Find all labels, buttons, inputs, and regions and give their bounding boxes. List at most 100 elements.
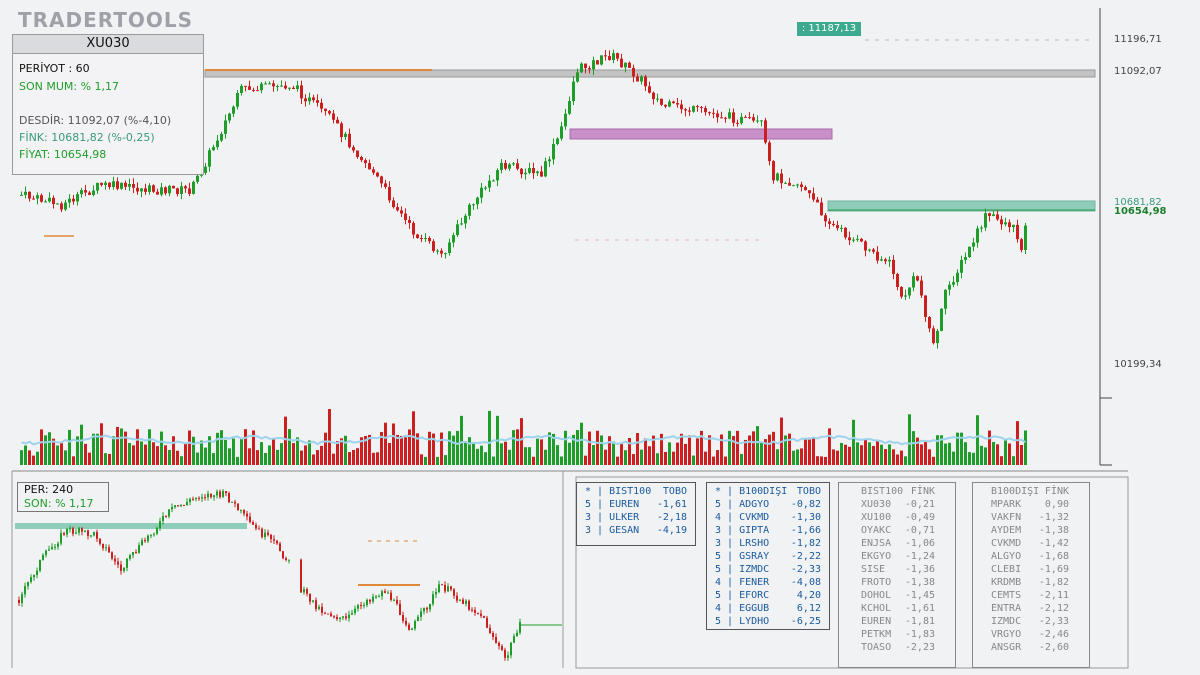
table-row[interactable]: IZMDC -2,33 (973, 615, 1089, 628)
volume-bar (944, 443, 947, 465)
table-row[interactable]: PETKM -1,83 (839, 628, 955, 641)
symbol-cell: VRGYO (991, 629, 1022, 640)
candle-body (840, 227, 843, 229)
volume-bar (412, 411, 415, 465)
symbol-cell: EUREN (861, 616, 892, 627)
table-row[interactable]: 5 | LYDHO -6,25 (707, 615, 829, 628)
table-row[interactable]: 5 | IZMDC -2,33 (707, 563, 829, 576)
candle-body (552, 144, 555, 160)
candle-body (740, 116, 743, 124)
table-row[interactable]: DOHOL -1,45 (839, 589, 955, 602)
volume-bar (200, 440, 203, 465)
candle-body (440, 250, 443, 254)
table-row[interactable]: MPARK 0,90 (973, 498, 1089, 511)
volume-bar (380, 432, 383, 465)
mini-candle-body (18, 600, 20, 603)
table-row[interactable]: 3 | ULKER -2,18 (577, 511, 695, 524)
table-row[interactable]: 5 | EUREN -1,61 (577, 498, 695, 511)
mini-candle-body (21, 594, 23, 603)
volume-bar (528, 447, 531, 465)
table-row[interactable]: KCHOL -1,61 (839, 602, 955, 615)
symbol-cell: DOHOL (861, 590, 892, 601)
mini-candle-body (99, 538, 101, 544)
candle-body (796, 184, 799, 186)
volume-bar (572, 434, 575, 465)
table-row[interactable]: VAKFN -1,32 (973, 511, 1089, 524)
table-row[interactable]: 4 | EGGUB 6,12 (707, 602, 829, 615)
table-row[interactable]: KRDMB -1,82 (973, 576, 1089, 589)
mini-candle-body (393, 599, 395, 601)
table-row[interactable]: ALGYO -1,68 (973, 550, 1089, 563)
table-row[interactable]: CLEBI -1,69 (973, 563, 1089, 576)
symbol-cell: ENTRA (991, 603, 1022, 614)
candle-body (64, 202, 67, 210)
value-cell: -1,83 (904, 629, 935, 640)
candle-body (580, 63, 583, 73)
volume-bar (544, 449, 547, 465)
volume-bar (264, 452, 267, 465)
mini-candle-body (237, 503, 239, 511)
candle-body (988, 213, 991, 216)
candle-body (808, 190, 811, 194)
table-row[interactable]: 5 | EFORC 4,20 (707, 589, 829, 602)
mini-candle-body (222, 491, 224, 497)
table-row[interactable]: FROTO -1,38 (839, 576, 955, 589)
volume-bar (968, 452, 971, 465)
volume-bar (56, 445, 59, 465)
volume-bar (476, 448, 479, 465)
table-row[interactable]: EKGYO -1,24 (839, 550, 955, 563)
table-row[interactable]: 4 | CVKMD -1,30 (707, 511, 829, 524)
candle-body (384, 183, 387, 187)
value-cell: -1,61 (656, 499, 687, 510)
table-row[interactable]: CEMTS -2,11 (973, 589, 1089, 602)
mini-candle-body (45, 550, 47, 555)
table-row[interactable]: 3 | GIPTA -1,66 (707, 524, 829, 537)
table-row[interactable]: OYAKC -0,71 (839, 524, 955, 537)
table-row[interactable]: 4 | FENER -4,08 (707, 576, 829, 589)
mini-candle-body (111, 552, 113, 559)
mini-candle-body (282, 551, 284, 559)
table-row[interactable]: SISE -1,36 (839, 563, 955, 576)
candle-body (544, 161, 547, 177)
mini-candle-body (261, 528, 263, 538)
candle-body (400, 210, 403, 214)
mini-period-text: PER: 240 (24, 483, 74, 496)
table-row[interactable]: ENTRA -2,12 (973, 602, 1089, 615)
volume-bar (492, 456, 495, 465)
table-row[interactable]: XU100 -0,49 (839, 511, 955, 524)
table-row[interactable]: 5 | GSRAY -2,22 (707, 550, 829, 563)
volume-bar (484, 452, 487, 465)
table-row[interactable]: TOASO -2,23 (839, 641, 955, 654)
volume-bar (816, 456, 819, 465)
volume-bar (280, 443, 283, 465)
candle-body (956, 272, 959, 283)
volume-bar (684, 443, 687, 465)
candle-body (1020, 239, 1023, 250)
table-row[interactable]: ENJSA -1,06 (839, 537, 955, 550)
header-label: B100DIŞI (991, 486, 1040, 497)
fink-text: FİNK: 10681,82 (%-0,25) (19, 131, 155, 144)
mini-candle-body (507, 655, 509, 658)
mini-candle-body (309, 593, 311, 602)
table-row[interactable]: AYDEM -1,38 (973, 524, 1089, 537)
value-cell: -1,36 (904, 564, 935, 575)
candle-body (664, 104, 667, 107)
table-row[interactable]: 3 | GESAN -4,19 (577, 524, 695, 537)
volume-bar (592, 445, 595, 465)
value-cell: -2,46 (1038, 629, 1069, 640)
volume-bar (448, 431, 451, 465)
table-row[interactable]: XU030 -0,21 (839, 498, 955, 511)
table-row[interactable]: 5 | ADGYO -0,82 (707, 498, 829, 511)
mini-candle-body (327, 613, 329, 615)
candle-body (112, 181, 115, 188)
candle-body (180, 186, 183, 195)
table-row[interactable]: EUREN -1,81 (839, 615, 955, 628)
candle-body (172, 185, 175, 189)
volume-bar (72, 456, 75, 465)
value-cell: -2,22 (790, 551, 821, 562)
table-row[interactable]: 3 | LRSHO -1,82 (707, 537, 829, 550)
table-row[interactable]: VRGYO -2,46 (973, 628, 1089, 641)
table-row[interactable]: CVKMD -1,42 (973, 537, 1089, 550)
table-row[interactable]: ANSGR -2,60 (973, 641, 1089, 654)
